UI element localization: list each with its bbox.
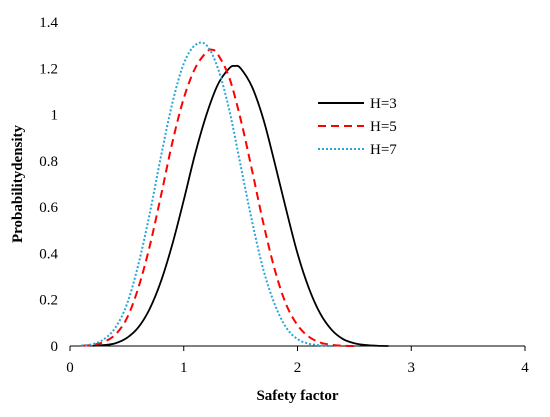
x-axis-title: Safety factor: [256, 388, 338, 404]
x-tick-label: 3: [408, 360, 416, 376]
x-tick-label: 1: [180, 360, 188, 376]
legend-label: H=3: [370, 96, 397, 112]
x-tick-label: 2: [294, 360, 302, 376]
y-tick-label: 1.4: [39, 15, 58, 31]
series-line-3: [81, 41, 332, 347]
x-axis-ticks: 0 1 2 3 4: [66, 346, 529, 376]
y-tick-label: 0.4: [39, 246, 58, 262]
x-tick-label: 4: [521, 360, 529, 376]
series-line-1: [92, 64, 389, 347]
legend-label: H=7: [370, 142, 397, 158]
series-line-2: [81, 48, 355, 347]
y-tick-label: 0.6: [39, 200, 58, 216]
y-tick-label: 0: [51, 339, 59, 355]
y-tick-label: 1.2: [39, 61, 58, 77]
y-tick-label: 0.2: [39, 293, 58, 309]
x-tick-label: 0: [66, 360, 74, 376]
y-tick-label: 1: [51, 108, 59, 124]
legend: H=3 H=5 H=7: [318, 96, 397, 158]
legend-label: H=5: [370, 119, 397, 135]
y-axis-title: Probabilitydensity: [10, 124, 26, 243]
series-layer: [81, 41, 389, 347]
y-axis-ticks: 0 0.2 0.4 0.6 0.8 1 1.2 1.4: [39, 15, 58, 355]
y-tick-label: 0.8: [39, 154, 58, 170]
